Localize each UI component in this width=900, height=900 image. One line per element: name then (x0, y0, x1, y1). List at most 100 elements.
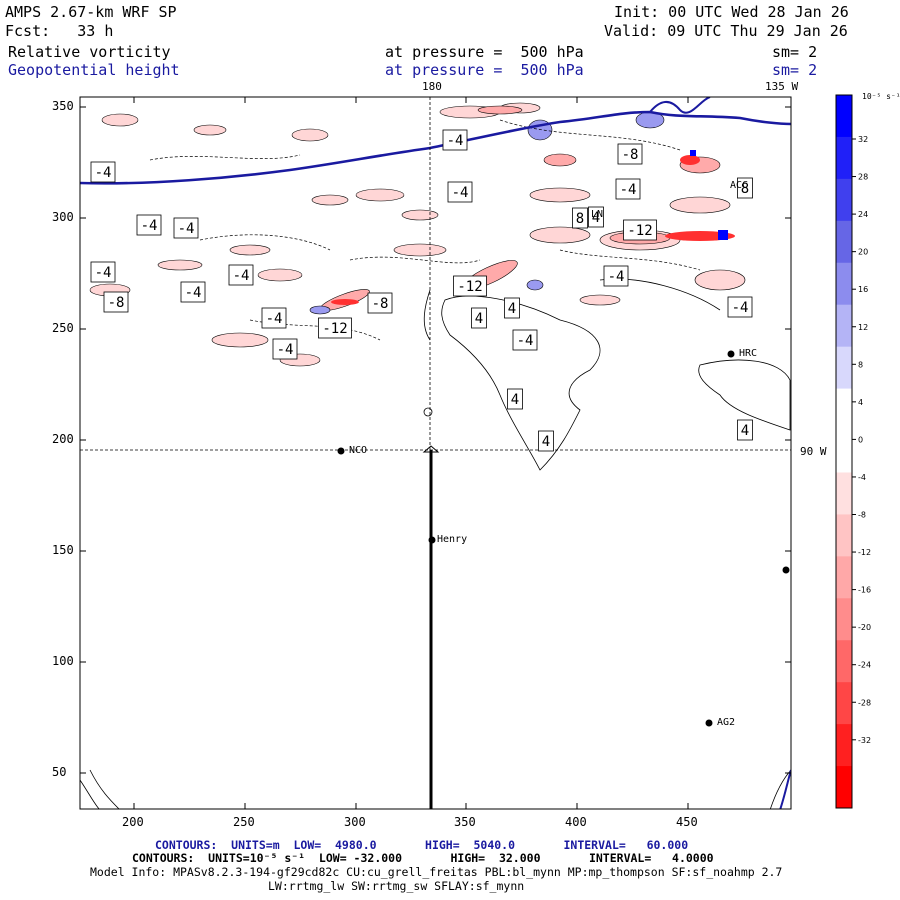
meridian-135w-label: 135 W (765, 80, 799, 93)
y-tick-label: 200 (52, 432, 74, 446)
station-marker-edge (782, 566, 790, 574)
x-tick-label: 400 (565, 815, 587, 829)
contour-label-text: 8 (576, 211, 584, 227)
station-label: AG2 (717, 717, 736, 728)
colorbar-swatch (836, 556, 852, 599)
colorbar-tick-label: 12 (858, 323, 868, 332)
contour-label-text: -4 (732, 300, 749, 316)
colorbar-swatch (836, 346, 852, 390)
y-tick-label: 150 (52, 543, 74, 557)
colorbar-tick-label: -12 (858, 548, 871, 557)
colorbar-swatch (836, 95, 852, 138)
contour-label: -4 (272, 338, 298, 360)
contour-label: -4 (90, 161, 116, 183)
positive-vorticity-contours (80, 278, 791, 809)
station-marker (705, 719, 713, 727)
colorbar (836, 95, 852, 809)
colorbar-swatch (836, 304, 852, 348)
colorbar-tick-label: 4 (858, 398, 863, 407)
model-title: AMPS 2.67-km WRF SP (5, 3, 177, 21)
x-tick-label: 200 (122, 815, 144, 829)
colorbar-swatch (836, 724, 852, 767)
contour-label-text: -4 (178, 221, 195, 237)
y-tick-label: 250 (52, 321, 74, 335)
x-tick-label: 450 (676, 815, 698, 829)
colorbar-swatch (836, 598, 852, 641)
colorbar-tick-label: -32 (858, 736, 871, 745)
forecast-hour: Fcst: 33 h (5, 22, 114, 40)
negative-vorticity-contours (149, 119, 701, 341)
colorbar-swatch (836, 136, 852, 180)
map-fields (80, 97, 791, 809)
contour-label-text: -4 (608, 269, 625, 285)
colorbar-tick-label: 8 (858, 360, 863, 369)
footer-radiation-info: LW:rrtmg_lw SW:rrtmg_sw SFLAY:sf_mynn (268, 879, 525, 893)
station-label: Henry (437, 534, 468, 545)
field1-level: at pressure = 500 hPa (385, 43, 584, 61)
valid-time: Valid: 09 UTC Thu 29 Jan 26 (604, 22, 848, 40)
contour-label-text: -4 (233, 268, 250, 284)
contour-label: -8 (367, 292, 393, 314)
contour-label-text: -4 (141, 218, 158, 234)
contour-label: 4 (507, 388, 523, 410)
contour-label: -4 (180, 281, 206, 303)
contour-label-text: -4 (277, 342, 294, 358)
contour-label: -4 (512, 329, 538, 351)
colorbar-tick-label: -16 (858, 586, 871, 595)
footer-vorticity-contours: CONTOURS: UNITS=10⁻⁵ s⁻¹ LOW= -32.000 HI… (132, 851, 714, 865)
contour-label: 8 (737, 177, 753, 199)
contour-label-text: 4 (592, 210, 600, 226)
colorbar-swatch (836, 472, 852, 515)
contour-label: -4 (727, 296, 753, 318)
contour-label: -4 (447, 181, 473, 203)
x-tick-label: 350 (454, 815, 476, 829)
meridian-180-label: 180 (422, 80, 442, 93)
contour-label: -8 (103, 291, 129, 313)
contour-label-text: -4 (95, 165, 112, 181)
contour-label: -4 (136, 214, 162, 236)
colorbar-swatch (836, 682, 852, 725)
contour-label-text: -8 (108, 295, 125, 311)
colorbar-unit-label: 10⁻⁵ s⁻¹ (862, 92, 900, 101)
contour-label: 4 (588, 206, 604, 228)
contour-label: -12 (623, 219, 657, 241)
colorbar-tick-label: -24 (858, 661, 871, 670)
contour-label: -4 (603, 265, 629, 287)
colorbar-frame (835, 94, 853, 809)
colorbar-swatch (836, 220, 852, 264)
contour-label: 4 (538, 430, 554, 452)
y-tick-label: 50 (52, 765, 67, 779)
colorbar-swatch (836, 262, 852, 306)
colorbar-tick-label: 20 (858, 248, 868, 257)
geopotential-height-contour (80, 110, 791, 185)
contour-label-text: -12 (457, 279, 482, 295)
colorbar-tick-label: 0 (858, 435, 863, 444)
colorbar-tick-label: 16 (858, 285, 868, 294)
colorbar-tick-label: 32 (858, 135, 868, 144)
colorbar-tick-label: 24 (858, 210, 868, 219)
contour-label: -4 (90, 261, 116, 283)
parallel-90w-label: 90 W (800, 445, 827, 458)
contour-label: -4 (261, 307, 287, 329)
contour-label: -4 (228, 264, 254, 286)
colorbar-swatch (836, 640, 852, 683)
init-time: Init: 00 UTC Wed 28 Jan 26 (614, 3, 849, 21)
field1-name: Relative vorticity (8, 43, 171, 61)
contour-label-text: -4 (517, 333, 534, 349)
contour-label-text: -4 (185, 285, 202, 301)
y-tick-label: 300 (52, 210, 74, 224)
geopotential-height-contour-3 (779, 769, 791, 809)
contour-label: -4 (173, 217, 199, 239)
contour-label-text: -8 (372, 296, 389, 312)
contour-label: -4 (442, 129, 468, 151)
x-tick-label: 250 (233, 815, 255, 829)
station-label: LN (591, 209, 604, 220)
contour-label: 8 (572, 207, 588, 229)
colorbar-tick-label: -20 (858, 623, 871, 632)
field2-name: Geopotential height (8, 61, 180, 79)
field2-smoothing: sm= 2 (772, 61, 818, 79)
contour-label-text: -12 (322, 321, 347, 337)
contour-label-text: 4 (741, 423, 749, 439)
contour-label-text: 4 (542, 434, 550, 450)
